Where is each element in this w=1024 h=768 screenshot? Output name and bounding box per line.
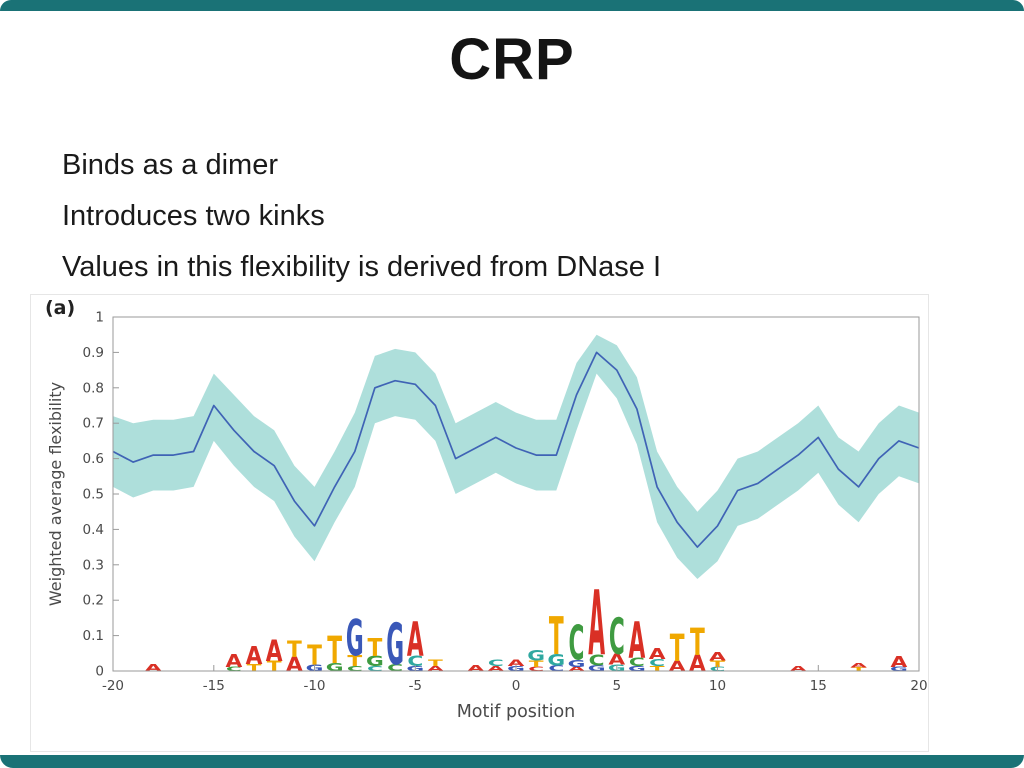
logo-letter: T [287,638,302,663]
logo-letter: A [790,665,808,673]
logo-letter: C [347,665,363,673]
logo-letter: T [347,653,362,670]
logo-letter: C [589,653,605,670]
logo-letter: G [346,610,364,668]
logo-letter: A [649,646,666,663]
logo-letter: C [387,662,403,674]
x-tick-label: 15 [810,678,827,694]
logo-letter: A [709,650,726,664]
logo-letter: C [488,658,504,668]
y-tick-label: 0.7 [83,416,104,432]
logo-letter: G [628,665,646,673]
logo-letter: G [588,664,606,673]
x-tick-label: 0 [512,678,521,694]
y-tick-label: 0.9 [83,345,104,361]
x-tick-label: 10 [709,678,726,694]
x-axis-label: Motif position [457,702,576,722]
logo-letter: T [428,658,444,668]
x-tick-label: -5 [409,678,422,694]
logo-letter: A [588,574,605,677]
y-tick-label: 0.6 [83,451,104,467]
y-tick-label: 0.3 [83,557,104,573]
logo-letter: A [891,654,908,671]
logo-letter: C [649,657,665,669]
figure-panel-label: (a) [45,297,76,319]
logo-letter: A [407,612,424,667]
slide-title: CRP [449,27,575,92]
logo-letter: A [226,651,244,671]
logo-letter: A [508,658,525,668]
y-tick-label: 0.4 [83,522,104,538]
x-tick-label: -15 [203,678,225,694]
logo-letter: C [226,665,242,672]
logo-letter: A [467,664,484,673]
y-tick-label: 0.8 [83,380,104,396]
logo-letter: C [528,665,544,672]
y-tick-label: 0.5 [83,487,104,503]
bullet-list: Binds as a dimer Introduces two kinks Va… [62,140,962,293]
logo-letter: T [367,634,382,663]
logo-letter: A [608,652,625,669]
y-tick-label: 0.2 [83,593,104,609]
y-tick-label: 0 [95,664,104,680]
plot-frame [112,316,920,672]
bullet-line-3: Values in this flexibility is derived fr… [62,251,662,283]
x-tick-label: 20 [910,678,927,694]
logo-letter: C [609,609,625,667]
logo-letter: G [890,665,908,672]
logo-letter: T [529,659,545,669]
logo-letter: A [286,653,303,676]
logo-letter: A [246,642,263,671]
logo-letter: G [366,654,384,670]
logo-letter: C [548,664,564,673]
logo-letter: T [650,665,665,673]
logo-letter: T [327,630,342,673]
logo-letter: T [710,659,726,669]
logo-letter: A [629,612,646,670]
logo-letter: T [670,628,685,671]
logo-letter: T [307,639,322,671]
logo-letter: A [266,635,283,669]
top-accent-bar [0,0,1024,11]
bullet-line-2: Introduces two kinks [62,200,325,232]
logo-letter: T [247,662,262,674]
bullet-line-1: Binds as a dimer [62,149,278,181]
logo-letter: C [569,616,585,671]
logo-letter: A [145,662,162,674]
x-tick-label: -20 [102,678,124,694]
logo-letter: A [568,665,586,672]
y-axis-label: Weighted average flexibility [46,382,65,606]
y-tick-label: 1 [95,310,104,326]
bottom-accent-bar [0,755,1024,768]
logo-letter: C [629,656,645,670]
logo-letter: G [386,612,404,678]
logo-letter: T [549,607,564,667]
logo-letter: G [547,651,565,669]
logo-letter: A [487,665,505,673]
x-tick-label: 5 [613,678,622,694]
y-tick-label: 0.1 [83,628,104,644]
x-tick-label: -10 [303,678,325,694]
logo-letter: G [527,648,545,664]
logo-letter: A [427,665,445,673]
logo-letter: C [367,665,383,673]
logo-letter: T [690,622,705,665]
logo-letter: C [407,654,423,670]
logo-letter: T [851,666,866,672]
logo-letter: A [850,662,868,669]
mean-flexibility-line [112,351,920,548]
logo-letter: G [568,657,586,669]
confidence-band [113,334,919,579]
